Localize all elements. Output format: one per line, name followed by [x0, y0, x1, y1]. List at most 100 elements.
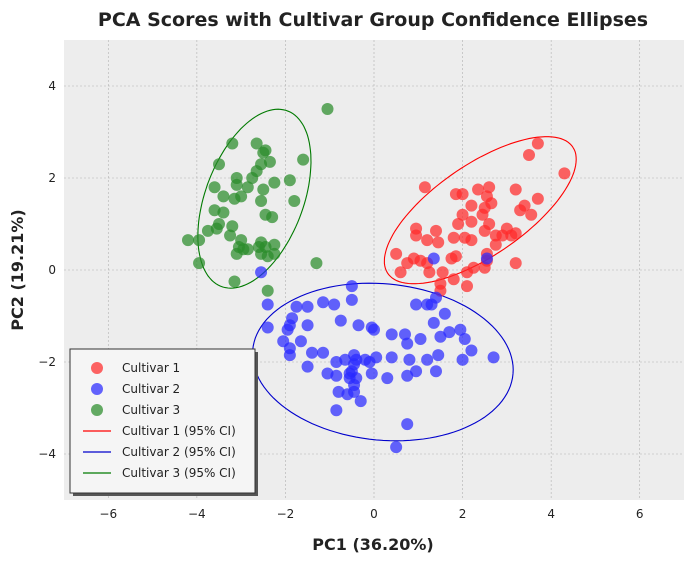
point-cultivar-2 — [301, 300, 314, 313]
point-cultivar-2 — [301, 319, 314, 332]
point-cultivar-2 — [330, 404, 343, 417]
point-cultivar-3 — [263, 155, 276, 168]
point-cultivar-2 — [343, 367, 356, 380]
point-cultivar-3 — [268, 176, 281, 189]
point-cultivar-1 — [430, 224, 442, 237]
legend-marker-3 — [91, 404, 103, 416]
legend-label: Cultivar 3 — [122, 403, 180, 417]
point-cultivar-3 — [297, 153, 310, 166]
point-cultivar-2 — [381, 372, 394, 385]
point-cultivar-3 — [226, 137, 239, 150]
x-tick-label: 4 — [547, 507, 555, 521]
y-tick-label: −4 — [38, 447, 56, 461]
point-cultivar-1 — [465, 199, 478, 212]
point-cultivar-2 — [283, 349, 296, 362]
y-tick-label: 2 — [48, 171, 56, 185]
point-cultivar-3 — [213, 158, 225, 171]
point-cultivar-2 — [317, 296, 330, 309]
point-cultivar-3 — [268, 238, 281, 251]
point-cultivar-2 — [443, 326, 456, 339]
point-cultivar-2 — [345, 280, 358, 293]
point-cultivar-1 — [531, 192, 544, 205]
point-cultivar-2 — [403, 353, 416, 366]
point-cultivar-2 — [261, 298, 274, 311]
point-cultivar-1 — [394, 266, 407, 279]
point-cultivar-3 — [255, 247, 268, 260]
point-cultivar-2 — [401, 418, 414, 431]
legend-marker-1 — [91, 362, 103, 374]
point-cultivar-1 — [465, 234, 478, 247]
point-cultivar-2 — [261, 321, 274, 334]
chart-title: PCA Scores with Cultivar Group Confidenc… — [98, 9, 648, 31]
point-cultivar-2 — [294, 335, 307, 348]
point-cultivar-2 — [458, 333, 471, 345]
point-cultivar-3 — [228, 192, 241, 205]
point-cultivar-1 — [525, 208, 538, 221]
point-cultivar-3 — [246, 172, 259, 184]
point-cultivar-3 — [193, 234, 206, 247]
point-cultivar-3 — [257, 146, 270, 159]
point-cultivar-1 — [423, 266, 436, 279]
point-cultivar-3 — [261, 284, 274, 297]
y-tick-label: 0 — [48, 263, 56, 277]
point-cultivar-1 — [436, 266, 449, 279]
x-axis-ticks: −6 −4 −2 0 2 4 6 — [99, 507, 643, 521]
point-cultivar-1 — [447, 273, 460, 286]
point-cultivar-1 — [509, 183, 522, 196]
point-cultivar-2 — [427, 252, 440, 265]
x-tick-label: −2 — [277, 507, 295, 521]
point-cultivar-2 — [438, 307, 451, 320]
point-cultivar-1 — [558, 167, 571, 180]
point-cultivar-2 — [427, 316, 440, 329]
point-cultivar-2 — [385, 351, 398, 364]
x-axis-label: PC1 (36.20%) — [312, 535, 433, 554]
y-tick-label: 4 — [48, 79, 56, 93]
point-cultivar-1 — [456, 208, 469, 221]
point-cultivar-2 — [410, 365, 423, 378]
point-cultivar-3 — [283, 174, 296, 187]
point-cultivar-2 — [414, 333, 427, 345]
legend-label: Cultivar 2 (95% CI) — [122, 445, 236, 459]
y-tick-label: −2 — [38, 355, 56, 369]
point-cultivar-3 — [210, 222, 223, 235]
point-cultivar-2 — [365, 367, 378, 380]
point-cultivar-2 — [368, 323, 380, 336]
point-cultivar-2 — [487, 351, 500, 364]
point-cultivar-3 — [255, 195, 268, 207]
point-cultivar-2 — [321, 367, 334, 380]
x-tick-label: 2 — [459, 507, 467, 521]
point-cultivar-2 — [363, 356, 376, 368]
point-cultivar-2 — [348, 385, 361, 398]
point-cultivar-1 — [410, 229, 423, 242]
point-cultivar-2 — [354, 395, 367, 408]
legend-label: Cultivar 1 — [122, 361, 180, 375]
point-cultivar-1 — [465, 215, 478, 228]
point-cultivar-3 — [230, 178, 243, 191]
point-cultivar-3 — [288, 195, 301, 207]
point-cultivar-3 — [321, 103, 334, 115]
point-cultivar-1 — [432, 236, 445, 249]
point-cultivar-3 — [226, 220, 239, 233]
point-cultivar-1 — [461, 280, 473, 293]
point-cultivar-2 — [317, 346, 330, 359]
point-cultivar-2 — [421, 353, 434, 366]
scatter-points — [182, 103, 571, 454]
point-cultivar-2 — [301, 360, 314, 373]
x-tick-label: 6 — [636, 507, 644, 521]
point-cultivar-1 — [485, 197, 498, 210]
point-cultivar-1 — [505, 229, 518, 242]
point-cultivar-1 — [447, 231, 460, 244]
legend-box — [69, 348, 256, 494]
point-cultivar-1 — [509, 257, 522, 270]
point-cultivar-2 — [281, 323, 294, 336]
point-cultivar-2 — [456, 353, 469, 366]
point-cultivar-2 — [434, 330, 447, 343]
point-cultivar-2 — [290, 300, 303, 313]
point-cultivar-1 — [483, 181, 496, 194]
point-cultivar-1 — [476, 208, 489, 221]
point-cultivar-1 — [531, 137, 544, 150]
point-cultivar-2 — [277, 335, 290, 348]
point-cultivar-2 — [334, 314, 347, 327]
y-axis-ticks: −4 −2 0 2 4 — [38, 79, 56, 461]
